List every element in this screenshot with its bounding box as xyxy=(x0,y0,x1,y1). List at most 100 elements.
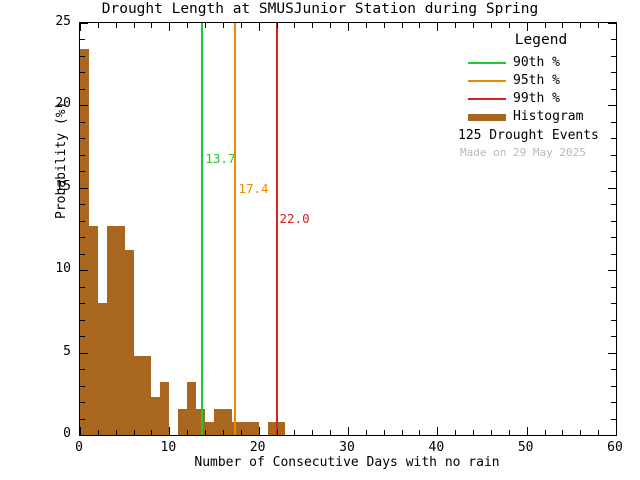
y-axis-tick xyxy=(80,121,85,123)
x-axis-label: Number of Consecutive Days with no rain xyxy=(194,455,500,470)
y-axis-tick xyxy=(611,385,616,387)
x-axis-tick-label: 10 xyxy=(160,440,177,455)
y-axis-tick xyxy=(80,138,85,140)
legend-entry: 90th % xyxy=(468,54,614,72)
x-axis-tick-label: 50 xyxy=(517,440,534,455)
x-axis-tick xyxy=(240,430,242,435)
y-axis-tick-label: 20 xyxy=(55,96,71,112)
y-axis-tick xyxy=(80,39,85,41)
x-axis-tick xyxy=(133,430,135,435)
y-axis-tick xyxy=(80,352,88,354)
y-axis-tick xyxy=(611,72,616,74)
histogram-bar xyxy=(187,382,197,435)
x-axis-tick xyxy=(312,430,314,435)
histogram-bar xyxy=(240,421,250,435)
99th-percentile-label: 22.0 xyxy=(279,211,310,226)
histogram-bar xyxy=(214,408,223,435)
x-axis-tick xyxy=(401,23,403,28)
y-axis-tick xyxy=(80,435,88,436)
x-axis-tick xyxy=(598,430,600,435)
legend-swatch-box xyxy=(468,113,506,121)
x-axis-tick xyxy=(276,23,278,28)
x-axis-tick xyxy=(258,427,260,435)
x-axis-tick xyxy=(437,23,439,31)
y-axis-tick xyxy=(80,402,85,404)
histogram-bar xyxy=(222,408,232,435)
y-axis-tick xyxy=(80,171,85,173)
histogram-bar xyxy=(142,355,152,435)
legend-entries: 90th % 95th % 99th % Histogram xyxy=(468,54,614,126)
legend-entry-label: Histogram xyxy=(513,109,584,124)
y-axis-tick xyxy=(611,220,616,222)
y-axis-tick xyxy=(608,352,616,354)
x-axis-tick xyxy=(312,23,314,28)
x-axis-tick xyxy=(80,23,81,31)
x-axis-tick xyxy=(526,23,528,31)
y-axis-tick xyxy=(611,154,616,156)
y-axis-tick xyxy=(80,154,85,156)
x-axis-tick xyxy=(508,23,510,28)
y-axis-tick xyxy=(611,204,616,206)
y-axis-tick xyxy=(80,336,85,338)
y-axis-tick xyxy=(611,88,616,90)
x-axis-tick xyxy=(115,23,117,28)
y-axis-tick xyxy=(611,286,616,288)
x-axis-tick xyxy=(169,427,171,435)
x-axis-tick xyxy=(330,430,332,435)
y-axis-tick xyxy=(80,303,85,305)
x-axis-tick xyxy=(437,427,439,435)
x-axis-tick xyxy=(258,23,260,31)
chart-title: Drought Length at SMUSJunior Station dur… xyxy=(101,1,539,17)
y-axis-tick xyxy=(611,336,616,338)
y-axis-tick-label: 25 xyxy=(55,14,71,29)
x-axis-tick xyxy=(616,23,617,31)
x-axis-tick xyxy=(222,430,224,435)
x-axis-tick xyxy=(151,430,153,435)
histogram-bar xyxy=(249,421,259,435)
histogram-bar xyxy=(267,421,277,435)
x-axis-tick-label: 30 xyxy=(339,440,355,455)
legend-entry: 99th % xyxy=(468,90,614,108)
y-axis-tick xyxy=(611,121,616,123)
x-axis-tick xyxy=(348,427,349,435)
x-axis-tick xyxy=(276,430,278,435)
legend-title: Legend xyxy=(514,32,568,48)
y-axis-tick xyxy=(611,319,616,321)
y-axis-tick xyxy=(80,319,85,321)
y-axis-tick xyxy=(80,369,85,371)
y-axis-tick xyxy=(80,88,85,90)
y-axis-tick xyxy=(611,303,616,305)
y-axis-tick xyxy=(611,55,616,57)
legend-entry-label: 90th % xyxy=(513,55,560,70)
x-axis-tick xyxy=(383,430,385,435)
y-axis-tick xyxy=(80,418,85,420)
x-axis-tick xyxy=(115,430,117,435)
x-axis-tick xyxy=(365,23,367,28)
95th-percentile-line xyxy=(234,23,237,435)
histogram-bar xyxy=(124,250,134,435)
y-axis-tick xyxy=(608,23,616,24)
histogram-bar xyxy=(151,397,161,435)
x-axis-tick-label: 40 xyxy=(428,440,445,455)
x-axis-tick xyxy=(508,430,510,435)
y-axis-tick xyxy=(80,270,88,272)
y-axis-tick xyxy=(80,286,85,288)
x-axis-tick xyxy=(383,23,385,28)
y-axis-tick-label: 0 xyxy=(63,426,71,441)
x-axis-tick xyxy=(419,430,421,435)
x-axis-tick xyxy=(294,430,296,435)
histogram-bar xyxy=(88,225,98,435)
y-axis-tick xyxy=(80,187,88,189)
x-axis-tick xyxy=(240,23,242,28)
histogram-bar xyxy=(178,408,188,435)
x-axis-tick xyxy=(526,427,528,435)
y-axis-tick xyxy=(608,270,616,272)
y-axis-tick xyxy=(611,138,616,140)
x-axis-tick xyxy=(330,23,332,28)
histogram-bar xyxy=(276,421,286,435)
legend-entry-label: 99th % xyxy=(513,91,560,106)
x-axis-tick xyxy=(294,23,296,28)
x-axis-tick xyxy=(473,23,475,28)
x-axis-tick xyxy=(80,427,81,435)
